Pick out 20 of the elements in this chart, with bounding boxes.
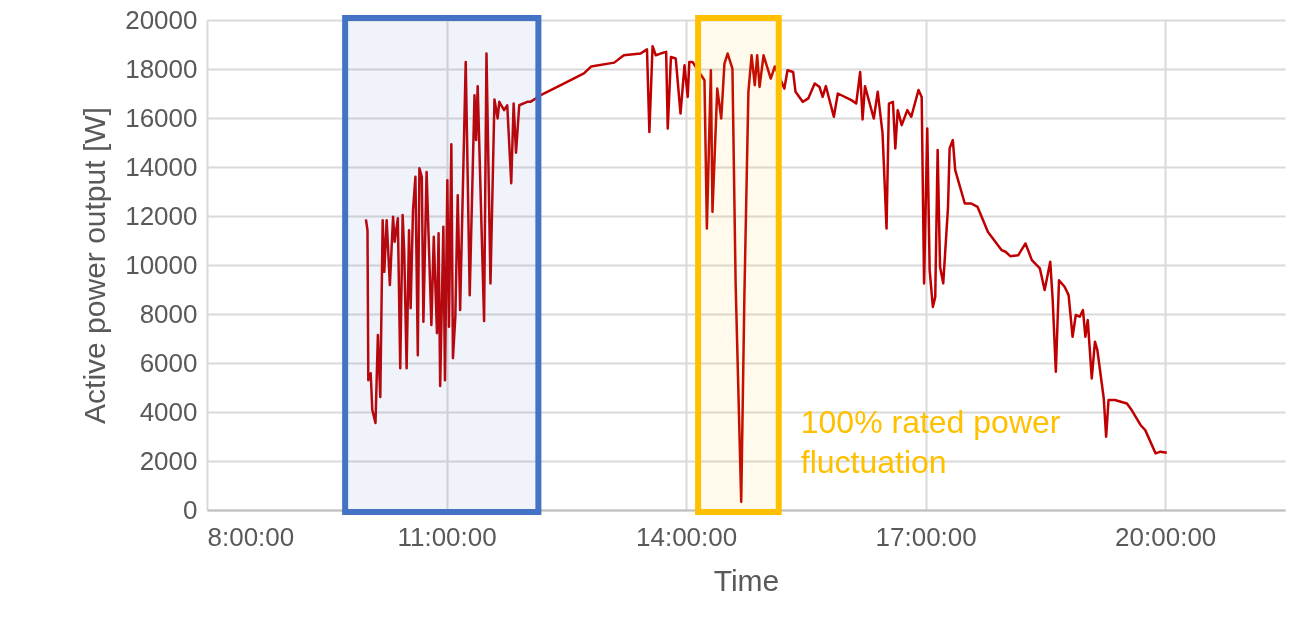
y-tick-label: 8000 (139, 298, 198, 329)
x-tick-label: 8:00:00 (207, 521, 295, 552)
x-tick-label: 20:00:00 (1115, 521, 1217, 552)
y-tick-label: 14000 (125, 151, 198, 182)
y-tick-label: 12000 (125, 200, 198, 231)
y-tick-label: 16000 (125, 102, 198, 133)
line-series (364, 44, 1169, 503)
x-axis-title: Time (713, 563, 780, 597)
x-tick-label: 17:00:00 (875, 521, 977, 552)
y-tick-label: 10000 (125, 249, 198, 280)
band-label: 100% rated power fluctuation (800, 404, 1061, 480)
y-tick-label: 0 (183, 494, 198, 525)
y-tick-label: 4000 (139, 396, 198, 427)
y-axis-title: Active power output [W] (78, 107, 112, 424)
y-tick-label: 20000 (125, 4, 198, 35)
x-tick-label: 14:00:00 (636, 521, 738, 552)
y-tick-label: 18000 (125, 53, 198, 84)
y-tick-label: 6000 (139, 347, 198, 378)
y-tick-label: 2000 (139, 445, 198, 476)
x-tick-label: 11:00:00 (397, 521, 497, 552)
